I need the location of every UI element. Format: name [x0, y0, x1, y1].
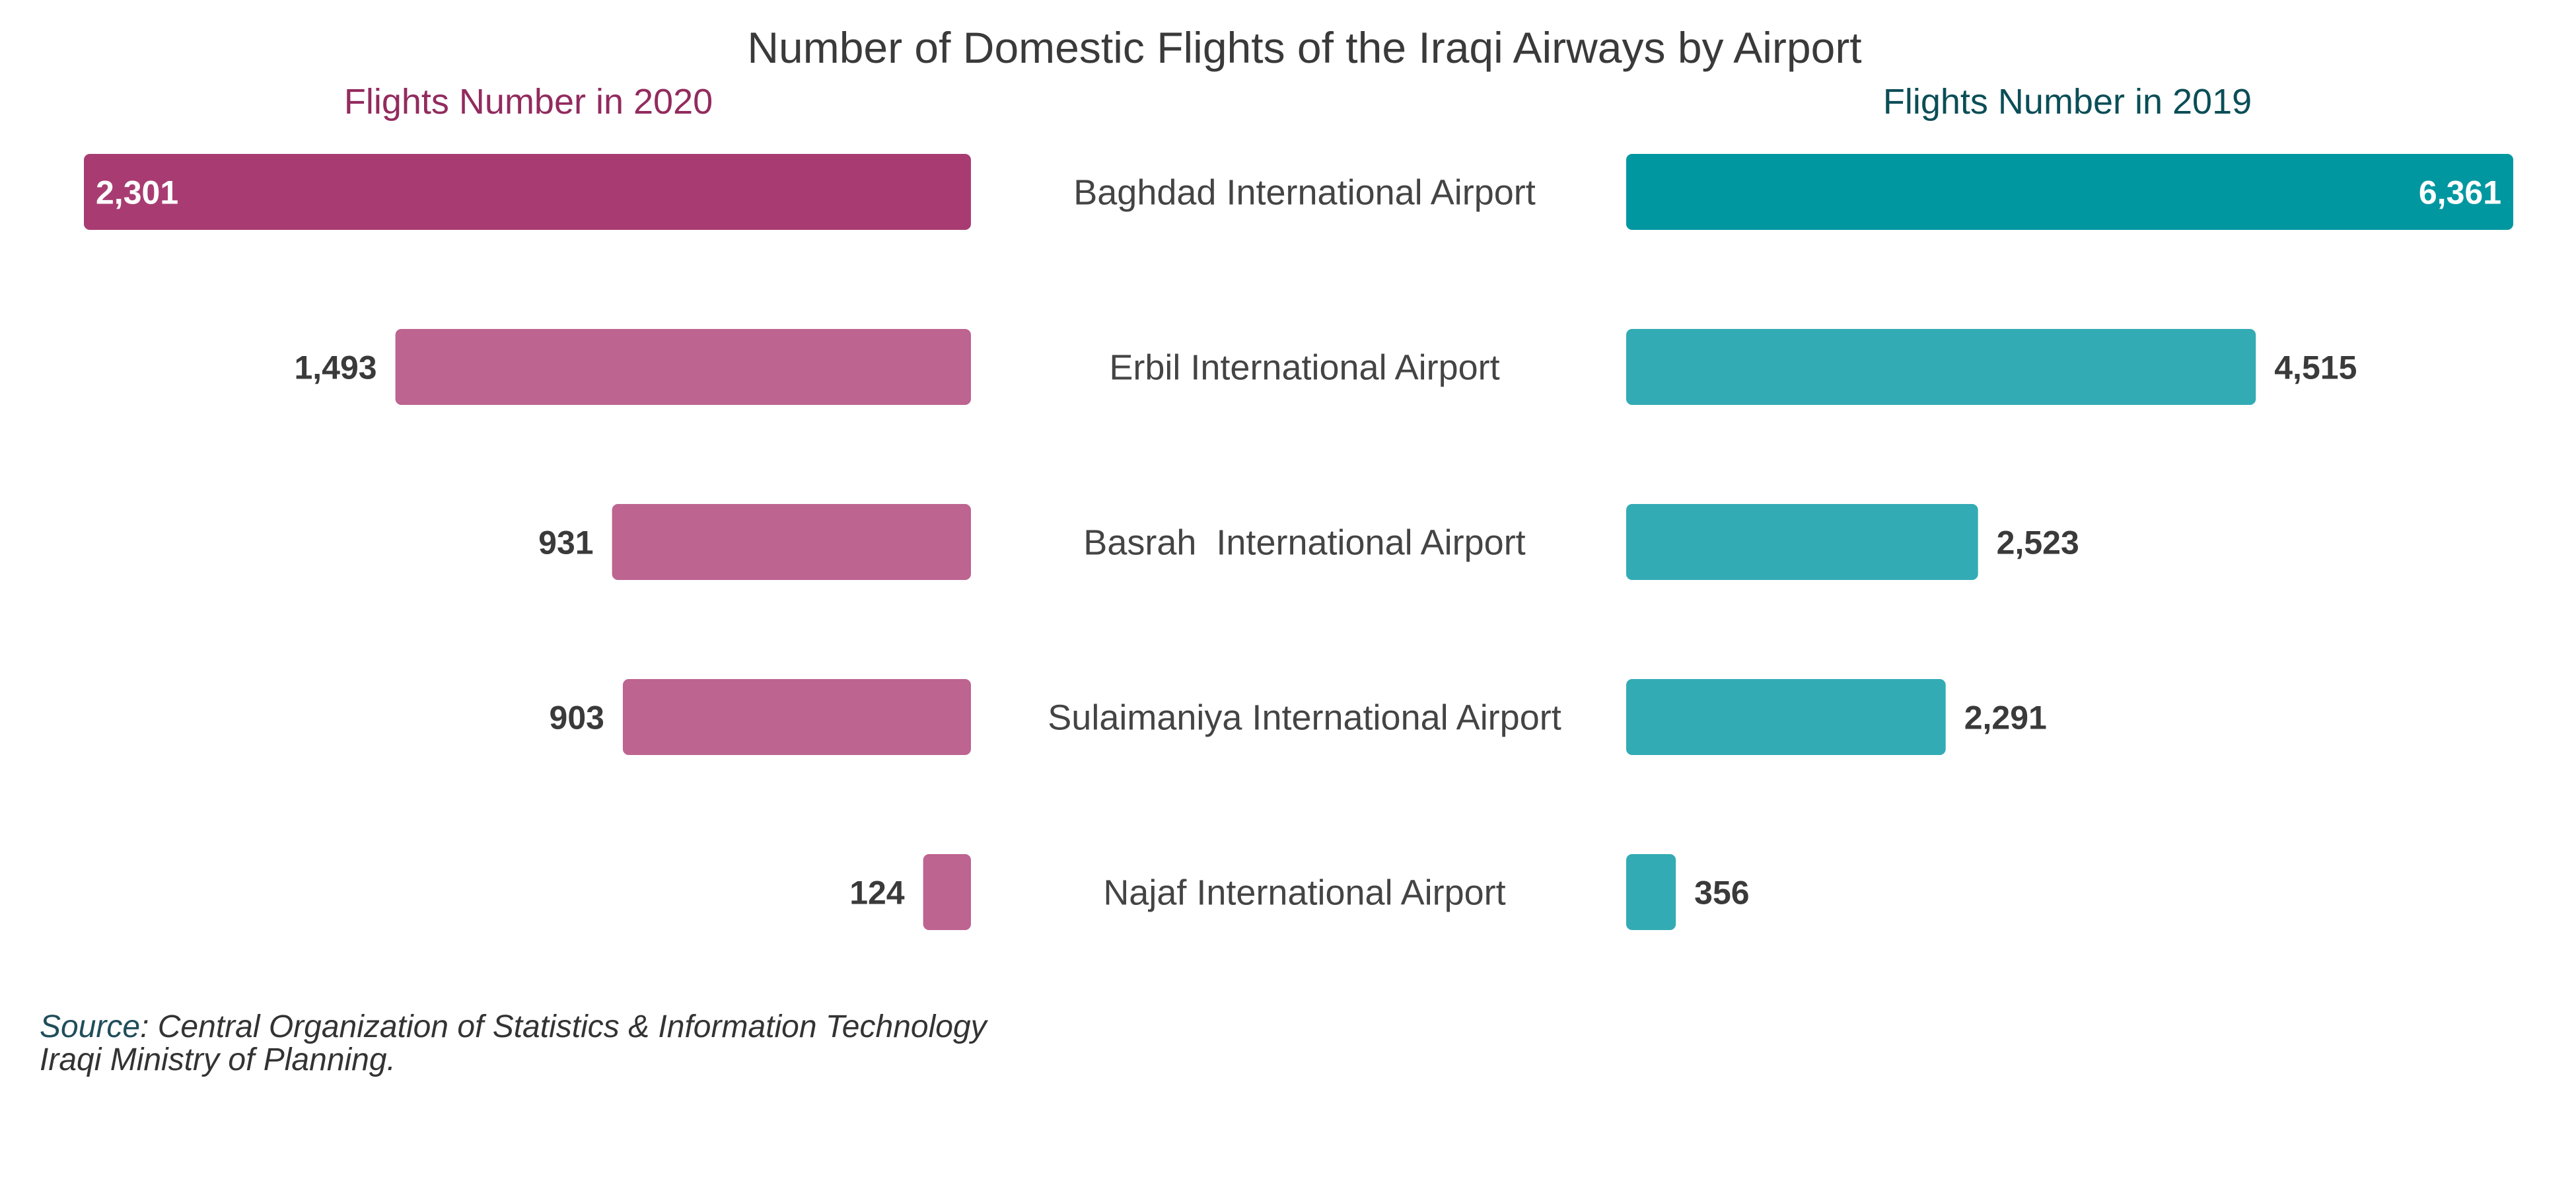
data-label-2019-1: 4,515: [2274, 349, 2357, 386]
data-label-2019-0: 6,361: [2419, 174, 2501, 211]
bar-2019-2: [1626, 504, 1978, 580]
category-label-3: Sulaimaniya International Airport: [1048, 698, 1561, 738]
data-label-2020-0: 2,301: [96, 174, 178, 211]
category-label-2: Basrah International Airport: [1083, 523, 1525, 563]
bar-2020-4: [923, 854, 971, 930]
chart-title: Number of Domestic Flights of the Iraqi …: [747, 23, 1861, 72]
data-label-2020-3: 903: [550, 700, 604, 737]
series-title-2020: Flights Number in 2020: [344, 82, 713, 122]
bar-2020-0: [84, 154, 971, 230]
bar-2020-3: [622, 679, 971, 755]
bar-2020-2: [612, 504, 971, 580]
source-line-1: Source: Central Organization of Statisti…: [40, 1011, 987, 1044]
source-line-2: Iraqi Ministry of Planning.: [40, 1042, 396, 1077]
source-text: : Central Organization of Statistics & I…: [140, 1009, 987, 1044]
bar-2019-3: [1626, 679, 1946, 755]
series-title-2019: Flights Number in 2019: [1883, 82, 2252, 122]
data-label-2020-4: 124: [849, 875, 905, 912]
chart-marks: 2,301 6,361 Baghdad International Airport 1…: [84, 154, 2513, 930]
source-note: Source: Central Organization of Statisti…: [40, 1011, 987, 1077]
bar-2020-1: [395, 329, 971, 405]
category-label-1: Erbil International Airport: [1109, 348, 1499, 388]
bar-2019-0: [1626, 154, 2513, 230]
data-label-2019-4: 356: [1694, 875, 1749, 912]
source-key: Source: [40, 1009, 141, 1044]
bar-2019-4: [1626, 854, 1676, 930]
category-label-4: Najaf International Airport: [1103, 873, 1505, 913]
data-label-2019-2: 2,523: [1997, 524, 2079, 561]
category-label-0: Baghdad International Airport: [1073, 173, 1536, 213]
bar-2019-1: [1626, 329, 2256, 405]
data-label-2019-3: 2,291: [1964, 700, 2047, 737]
data-label-2020-1: 1,493: [294, 349, 376, 386]
data-label-2020-2: 931: [538, 524, 593, 561]
